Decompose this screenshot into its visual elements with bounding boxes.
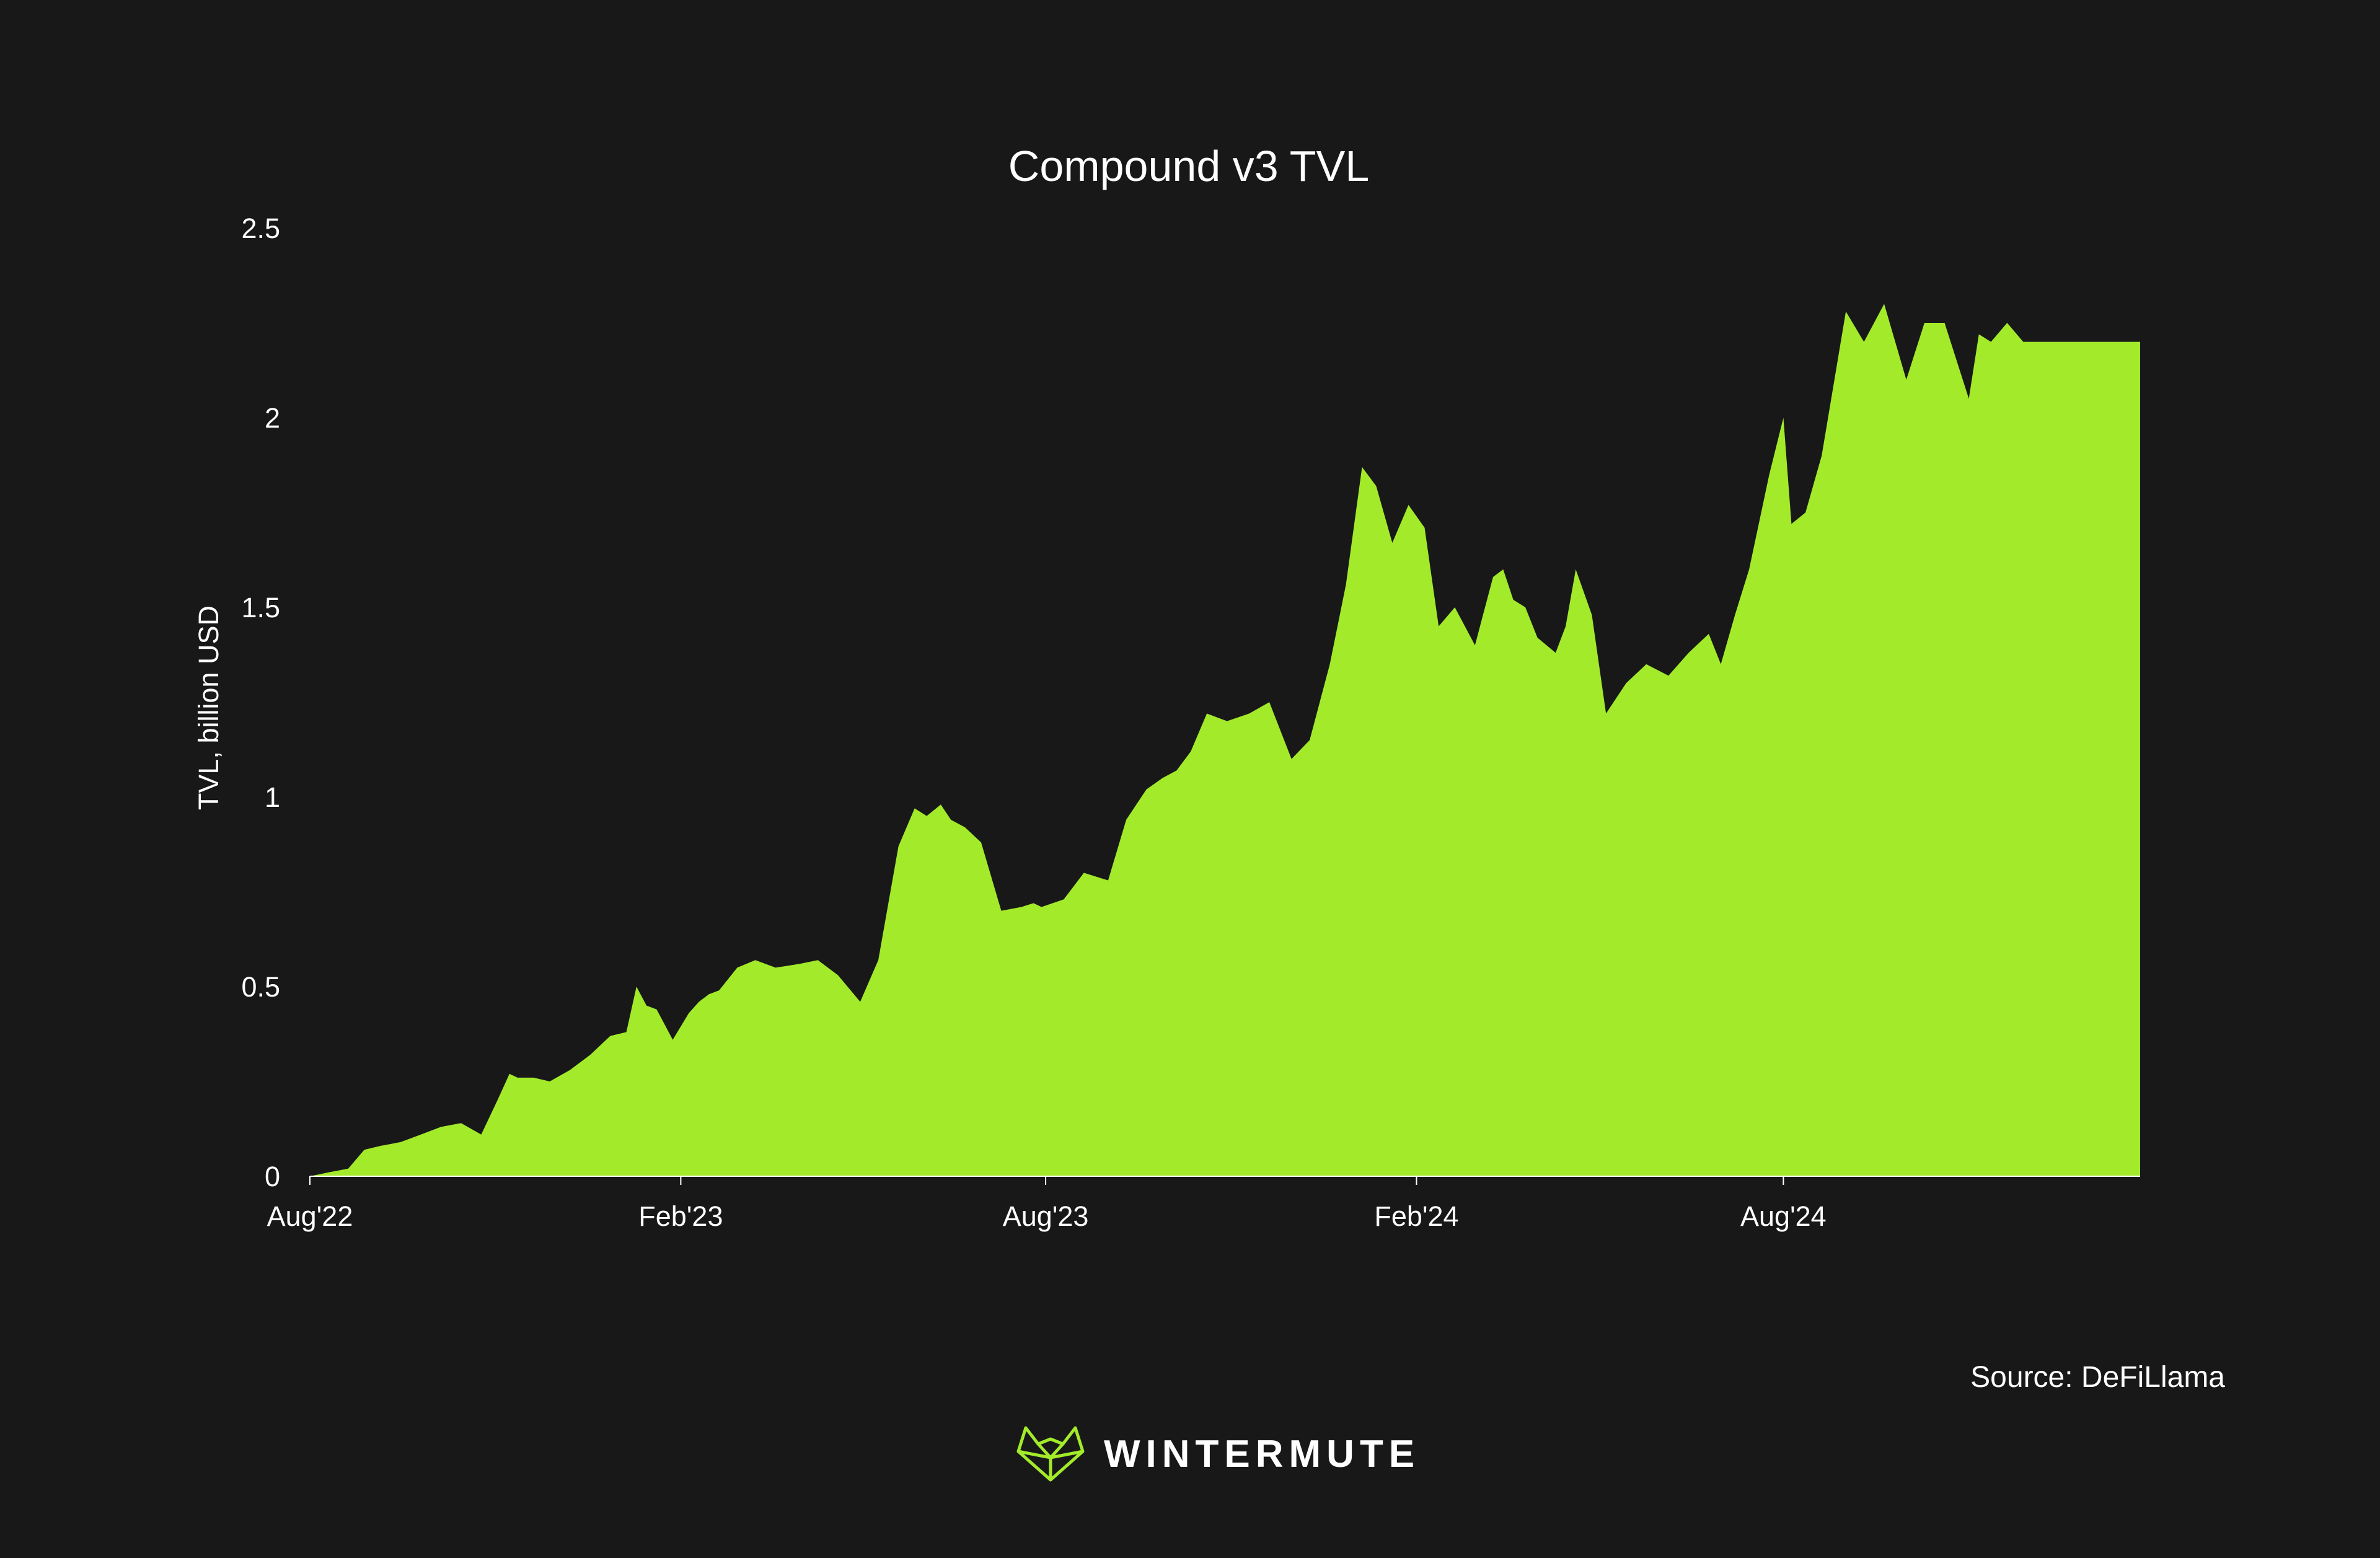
wintermute-logo: WINTERMUTE [1013, 1425, 1420, 1482]
source-note: Source: DeFiLlama [1970, 1361, 2225, 1394]
wintermute-logo-icon [1016, 1426, 1085, 1482]
tvl-area-series [310, 304, 2140, 1176]
y-tick-label: 2 [265, 402, 280, 434]
x-tick-label: Aug'23 [1003, 1200, 1089, 1232]
y-axis-label: TVL, billion USD [193, 605, 224, 810]
brand-name: WINTERMUTE [1104, 1432, 1421, 1476]
y-tick-label: 0.5 [241, 971, 280, 1003]
y-tick-label: 1 [265, 781, 280, 813]
y-tick-label: 1.5 [241, 592, 280, 623]
x-tick-label: Feb'23 [638, 1200, 723, 1232]
plot-area: 0 0.5 1 1.5 2 2.5 Aug'22 Feb'23 Aug'23 Feb'24 Aug'… [241, 213, 2140, 1232]
chart-title: Compound v3 TVL [1008, 142, 1369, 190]
y-tick-label: 0 [265, 1161, 280, 1192]
x-tick-label: Aug'24 [1740, 1200, 1827, 1232]
x-tick-label: Feb'24 [1374, 1200, 1458, 1232]
x-tick-label: Aug'22 [267, 1200, 353, 1232]
y-tick-label: 2.5 [241, 213, 280, 244]
